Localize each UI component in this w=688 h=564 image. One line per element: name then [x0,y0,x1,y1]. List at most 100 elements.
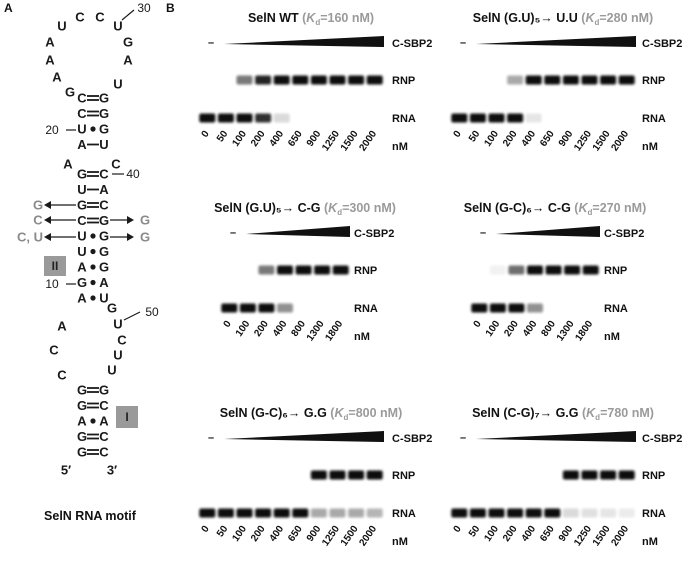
protein-label: C-SBP2 [604,228,644,240]
panel-a-letter: A [4,1,13,15]
rna-band [239,303,256,313]
conc-label: 50 [215,523,231,539]
minus-label: – [460,432,466,444]
gel-title-kd-val: =300 nM) [342,201,396,215]
conc-label: 400 [268,128,287,148]
conc-label: 200 [502,318,521,338]
nt-loop-left-3: A [52,70,62,85]
minus-label: – [230,227,236,239]
rnp-label: RNP [392,75,415,87]
rna-band [329,508,346,518]
rnp-band [564,265,581,275]
gel-title-name: SelN WT [248,11,302,25]
nt-loop-top-1: U [57,19,66,34]
conc-label: 50 [467,128,483,144]
panel-a-caption: SelN RNA motif [44,509,137,523]
rnp-band [258,265,275,275]
base-right: C [99,445,109,460]
rnp-band [366,75,383,85]
protein-label: C-SBP2 [354,228,394,240]
base-left: G [77,275,87,290]
base-right: A [99,414,109,429]
bond-wobble [90,233,96,239]
conc-label: 1800 [573,318,595,343]
base-right: G [99,91,109,106]
rna-band [600,508,617,518]
bond-wobble [90,295,96,301]
base-right: C [99,398,109,413]
rna-band [217,113,234,123]
rnp-band [544,75,561,85]
gel-title: SelN (G.U)₅→ U.U (Kd=280 nM) [473,11,653,27]
gel-panel-gu_cg: SelN (G.U)₅→ C-G (Kd=300 nM) – C-SBP2 0 100 2… [214,201,396,343]
rnp-band [236,75,253,85]
minus-label: – [208,432,214,444]
rna-band [221,303,238,313]
rna-band [469,113,486,123]
gel-title-name: SelN (C-G)₇→ G.G [472,406,582,420]
rnp-band [562,470,579,480]
base-right: U [99,137,108,152]
end-5: 5′ [61,463,71,478]
gel-title-kd-open: ( [302,11,307,25]
tick-30 [121,9,135,21]
panel-b-letter: B [166,1,175,15]
gel-panel-gc_cg: SelN (G-C)₆→ C-G (Kd=270 nM) – C-SBP2 0 100 2… [464,201,646,343]
rnp-band [600,470,617,480]
conc-label: 100 [482,523,501,543]
base-right: G [99,122,109,137]
rna-band [527,303,543,313]
arrowhead-left-2 [44,216,51,224]
conc-label: 100 [230,128,249,148]
rna-label: RNA [642,508,666,520]
mut-right-3: G [140,230,150,245]
rna-band [507,508,524,518]
rnp-band [292,75,309,85]
conc-label: 2000 [609,128,631,153]
conc-label: 1300 [555,318,577,343]
rna-band [255,113,272,123]
gel-panel-wt: SelN WT (Kd=160 nM) – C-SBP2 0 50 100 200 400 65… [199,11,432,153]
conc-label: 2000 [609,523,631,548]
base-left: C [77,213,87,228]
nt-loop-left-1: A [45,35,55,50]
rnp-band [508,265,525,275]
rna-band [292,508,309,518]
gel-title-kd-sym: K [306,11,316,25]
unit-label: nM [642,141,658,153]
nt-loop-right-1: G [123,35,133,50]
conc-label: 1500 [339,128,361,153]
stem-mid: G CU AG CC GU GU GA GG AA U [77,167,109,306]
num-10: 10 [45,277,59,291]
gel-title: SelN (C-G)₇→ G.G (Kd=780 nM) [472,406,654,422]
gel-title-kd-val: =280 nM) [599,11,653,25]
base-left: U [77,244,86,259]
conc-label: 2000 [357,128,379,153]
conc-label: 0 [452,128,464,139]
conc-label: 200 [501,523,520,543]
gel-title-name: SelN (G.U)₅→ C-G [214,201,324,215]
base-left: G [77,167,87,182]
box-i-label: I [125,410,128,424]
protein-wedge [476,431,636,442]
unit-label: nM [604,331,620,343]
rna-band [366,508,383,518]
conc-label: 100 [482,128,501,148]
gel-title-kd-sub: d [594,18,599,27]
nt-junction-right-2: U [113,317,122,332]
rnp-band [562,75,579,85]
rnp-band [618,75,635,85]
gel-title-name: SelN (G-C)₆→ G.G [220,406,331,420]
conc-label: 1250 [572,128,594,153]
conc-label: 1800 [323,318,345,343]
conc-label: 1500 [591,128,613,153]
rnp-band [582,265,599,275]
base-left: C [77,106,87,121]
gel-title-kd-val: =780 nM) [600,406,654,420]
rnp-band [329,470,346,480]
gel-title-kd-sym: K [328,201,338,215]
gel-title: SelN (G-C)₆→ C-G (Kd=270 nM) [464,201,646,217]
base-left: A [77,137,87,152]
